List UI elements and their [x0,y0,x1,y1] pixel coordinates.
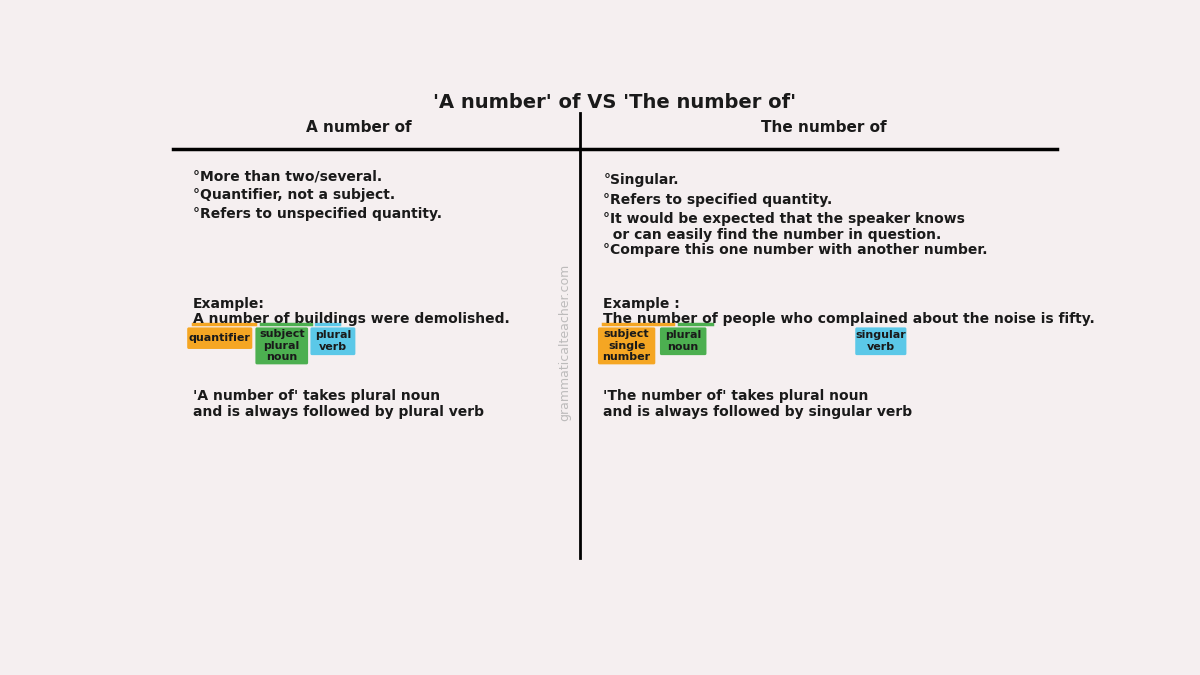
Text: The number of: The number of [762,119,887,135]
Text: °More than two/several.: °More than two/several. [193,169,382,184]
Text: °Refers to unspecified quantity.: °Refers to unspecified quantity. [193,207,442,221]
Text: The number of people who complained about the noise is fifty.: The number of people who complained abou… [604,312,1096,326]
Text: plural
noun: plural noun [665,331,701,352]
Text: subject
plural
noun: subject plural noun [259,329,305,362]
Text: °It would be expected that the speaker knows
  or can easily find the number in : °It would be expected that the speaker k… [604,212,965,242]
FancyBboxPatch shape [187,327,252,349]
Text: A number of buildings were demolished.: A number of buildings were demolished. [193,312,509,326]
FancyBboxPatch shape [311,327,355,355]
Text: subject
single
number: subject single number [602,329,650,362]
FancyBboxPatch shape [598,327,655,365]
Text: Example:: Example: [193,296,264,310]
Text: °Singular.: °Singular. [604,173,679,188]
Text: singular
verb: singular verb [856,331,906,352]
FancyBboxPatch shape [856,327,906,355]
Text: Example :: Example : [604,296,680,310]
Text: 'The number of' takes plural noun
and is always followed by singular verb: 'The number of' takes plural noun and is… [604,389,912,419]
Text: A number of: A number of [306,119,412,135]
Text: quantifier: quantifier [188,333,251,343]
Text: 'A number' of VS 'The number of': 'A number' of VS 'The number of' [433,92,797,111]
Text: °Refers to specified quantity.: °Refers to specified quantity. [604,192,833,207]
Text: plural
verb: plural verb [314,331,352,352]
Text: °Compare this one number with another number.: °Compare this one number with another nu… [604,243,988,256]
Text: °Quantifier, not a subject.: °Quantifier, not a subject. [193,188,395,202]
Text: grammaticalteacher.com: grammaticalteacher.com [558,264,571,421]
FancyBboxPatch shape [256,327,308,365]
Text: 'A number of' takes plural noun
and is always followed by plural verb: 'A number of' takes plural noun and is a… [193,389,484,419]
FancyBboxPatch shape [660,327,707,355]
